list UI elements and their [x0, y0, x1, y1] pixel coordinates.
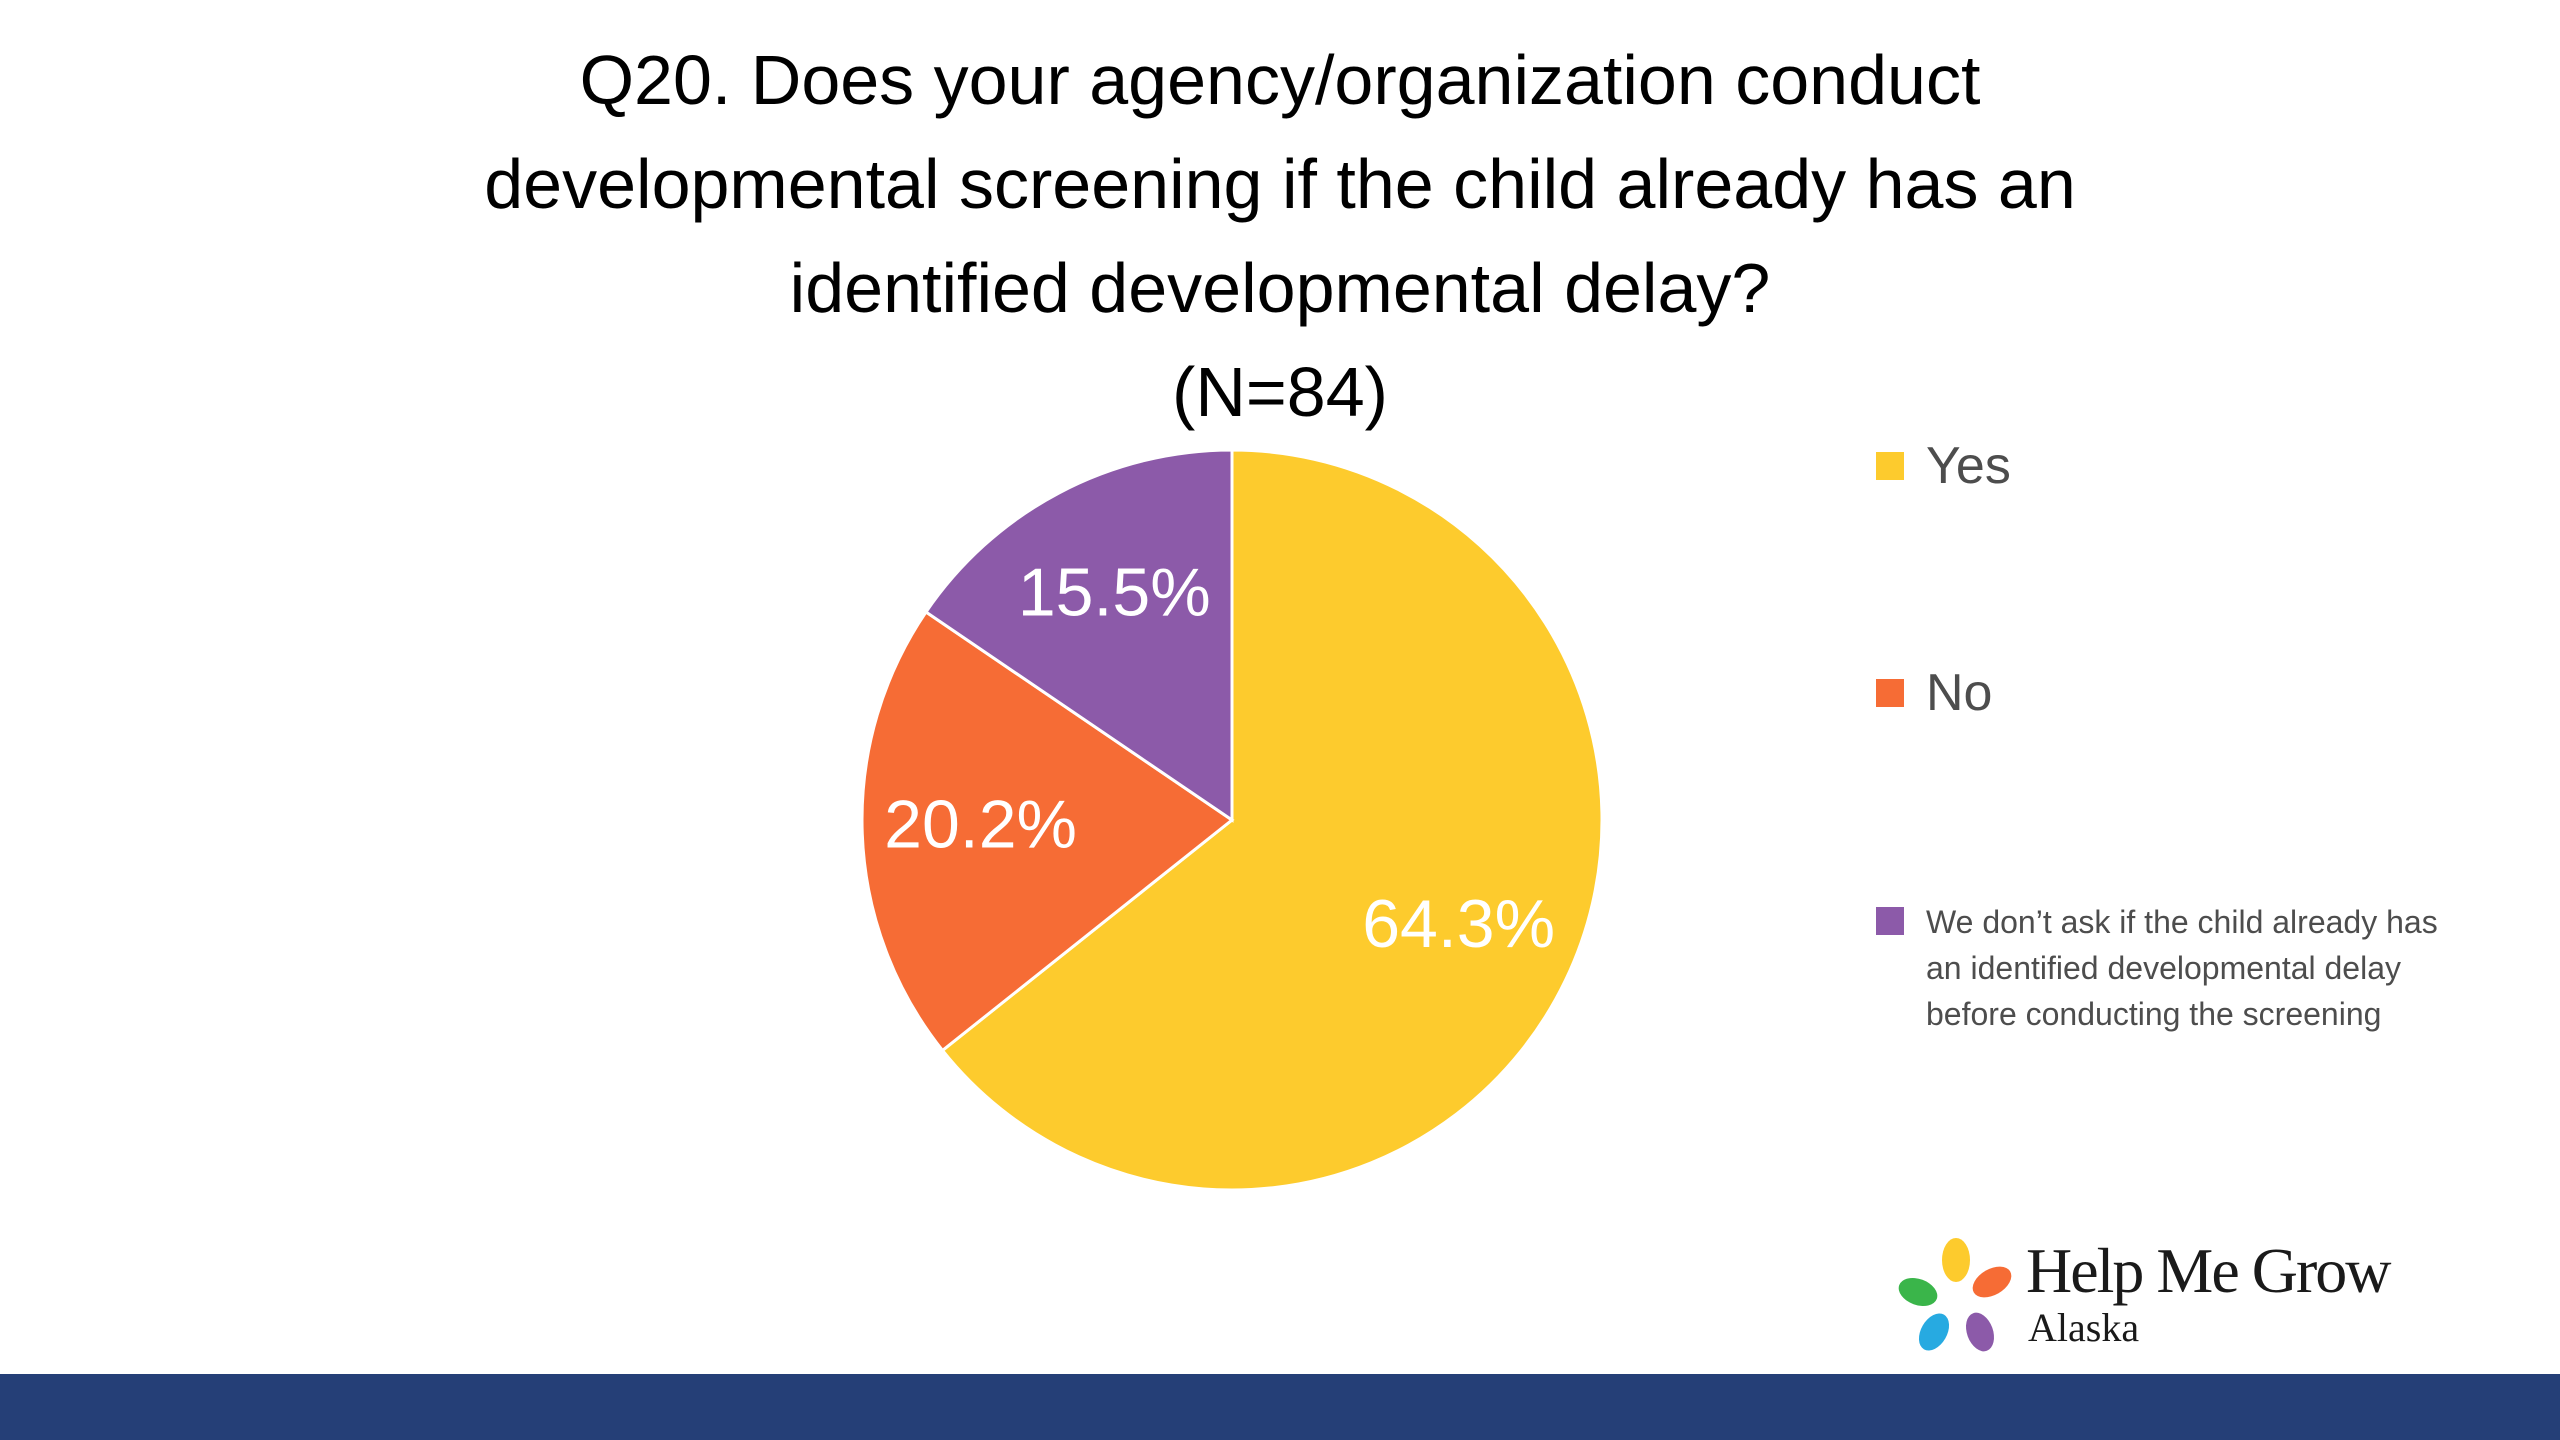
legend-swatch-no [1876, 679, 1904, 707]
chart-title: Q20. Does your agency/organization condu… [240, 28, 2320, 444]
flower-logo-icon [1898, 1238, 2012, 1352]
pie-slice-dont-ask [923, 448, 1234, 823]
legend-swatch-yes [1876, 452, 1904, 480]
legend-swatch-dont-ask [1876, 907, 1904, 935]
legend-item-yes: Yes [1876, 438, 2011, 494]
legend-label-dont-ask: We don’t ask if the child already has an… [1926, 899, 2438, 1037]
logo-petal [1942, 1238, 1970, 1282]
legend-label-line-2: an identified developmental delay [1926, 950, 2401, 986]
data-label-yes: 64.3% [1362, 886, 1555, 962]
data-label-no: 20.2% [884, 786, 1077, 862]
help-me-grow-logo: Help Me Grow Alaska [1896, 1234, 2456, 1364]
title-line-3: identified developmental delay? [789, 249, 1771, 327]
legend-item-no: No [1876, 665, 1992, 721]
data-label-dont-ask: 15.5% [1018, 555, 1211, 631]
legend-label-no: No [1926, 664, 1993, 722]
logo-petal [1918, 1313, 1950, 1351]
legend-label-line-3: before conducting the screening [1926, 996, 2382, 1032]
logo-petal [1972, 1266, 2012, 1298]
legend-label-yes: Yes [1926, 437, 2011, 495]
legend: Yes No We don’t ask if the child already… [1876, 0, 2516, 1100]
title-line-2: developmental screening if the child alr… [484, 145, 2076, 223]
title-sample-size: (N=84) [1172, 353, 1388, 431]
footer-bar [0, 1374, 2560, 1440]
title-line-1: Q20. Does your agency/organization condu… [579, 41, 1981, 119]
logo-name: Help Me Grow [2026, 1235, 2391, 1306]
logo-petal [1898, 1277, 1938, 1307]
logo-subtitle: Alaska [2028, 1305, 2140, 1350]
logo-petal [1965, 1312, 1995, 1352]
pie-slice-yes [940, 448, 1604, 1192]
legend-label-line-1: We don’t ask if the child already has [1926, 904, 2438, 940]
legend-item-dont-ask: We don’t ask if the child already has an… [1876, 899, 2496, 1037]
pie-slice-no [860, 609, 1235, 1053]
